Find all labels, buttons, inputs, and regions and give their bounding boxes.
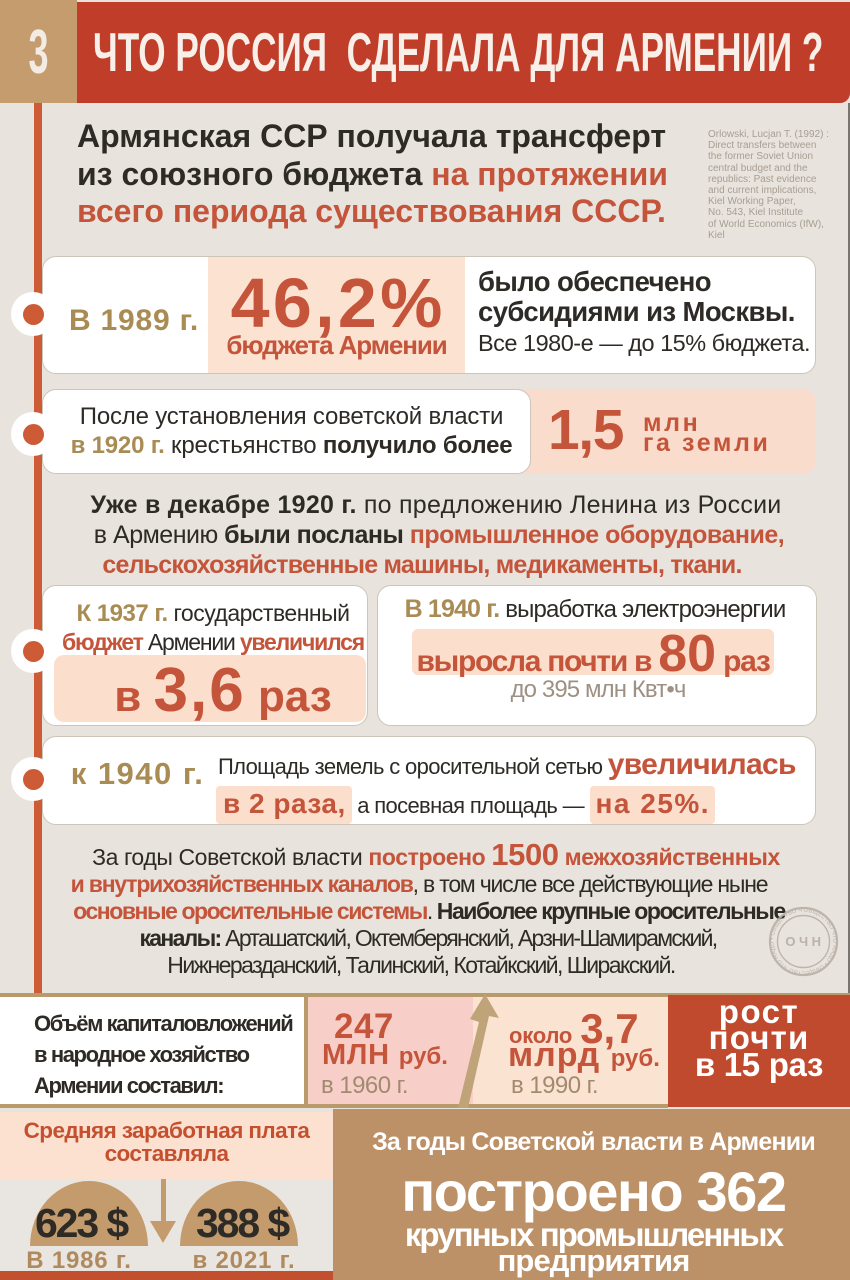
svg-text:ОЧН: ОЧН	[785, 934, 824, 949]
